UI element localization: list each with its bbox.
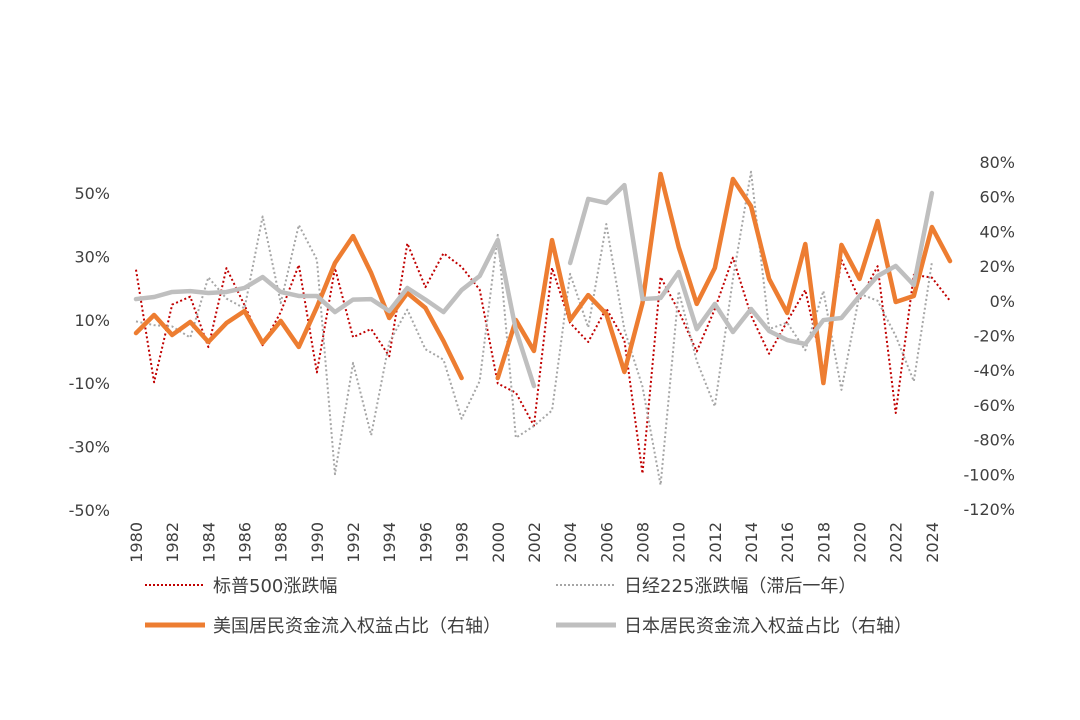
right-axis-tick-label: -100% [963, 465, 1015, 484]
right-axis-tick-label: 40% [979, 222, 1015, 241]
x-axis-tick-label: 2012 [706, 522, 725, 563]
left-axis-tick-label: 10% [74, 311, 110, 330]
x-axis-tick-label: 2004 [561, 522, 580, 563]
x-axis-tick-label: 1988 [272, 522, 291, 563]
legend-item-us-flow: 美国居民资金流入权益占比（右轴） [145, 612, 501, 638]
series-line-3 [133, 237, 537, 389]
x-axis-tick-label: 1980 [127, 522, 146, 563]
legend-item-nikkei: 日经225涨跌幅（滞后一年） [556, 572, 856, 598]
x-axis-tick-label: 1986 [236, 522, 255, 563]
series-line-3 [567, 182, 935, 347]
x-axis-tick-label: 2018 [814, 522, 833, 563]
x-axis-tick-label: 1998 [453, 522, 472, 563]
x-axis-tick-label: 2024 [923, 522, 942, 563]
legend-item-japan-flow: 日本居民资金流入权益占比（右轴） [556, 612, 912, 638]
left-axis-tick-label: -10% [69, 374, 110, 393]
x-axis-tick-label: 2022 [887, 522, 906, 563]
series-line-1 [135, 170, 933, 486]
legend-label-us-flow: 美国居民资金流入权益占比（右轴） [213, 616, 501, 637]
x-axis-tick-label: 2006 [597, 522, 616, 563]
x-axis-tick-label: 2008 [633, 522, 652, 563]
right-axis-tick-label: 20% [979, 257, 1015, 276]
left-axis-tick-label: -50% [69, 501, 110, 520]
left-axis-tick-label: 50% [74, 184, 110, 203]
right-axis-tick-label: -40% [974, 361, 1015, 380]
x-axis-tick-label: 2020 [851, 522, 870, 563]
right-axis-tick-label: -20% [974, 327, 1015, 346]
left-axis-tick-label: 30% [74, 247, 110, 266]
right-axis-tick-label: -80% [974, 431, 1015, 450]
legend-swatch-sp500 [145, 584, 205, 586]
right-axis-tick-label: 60% [979, 188, 1015, 207]
x-axis-tick-label: 2014 [742, 522, 761, 563]
legend-swatch-japan-flow [556, 622, 616, 628]
x-axis-tick-label: 2000 [489, 522, 508, 563]
left-axis-tick-label: -30% [69, 438, 110, 457]
x-axis-tick-label: 1994 [380, 522, 399, 563]
legend-swatch-us-flow [145, 622, 205, 628]
x-axis-tick-label: 1990 [308, 522, 327, 563]
legend-label-sp500: 标普500涨跌幅 [213, 576, 338, 597]
series-line-2 [133, 233, 464, 381]
x-axis-tick-label: 2002 [525, 522, 544, 563]
legend-item-sp500: 标普500涨跌幅 [145, 572, 337, 598]
right-axis-tick-label: -60% [974, 396, 1015, 415]
right-axis-tick-label: -120% [963, 500, 1015, 519]
legend-label-nikkei: 日经225涨跌幅（滞后一年） [624, 576, 857, 597]
series-line-2 [495, 171, 953, 386]
right-axis-tick-label: 80% [979, 153, 1015, 172]
x-axis-tick-label: 1992 [344, 522, 363, 563]
legend-label-japan-flow: 日本居民资金流入权益占比（右轴） [624, 616, 912, 637]
x-axis-tick-label: 2016 [778, 522, 797, 563]
x-axis-tick-label: 1996 [416, 522, 435, 563]
right-axis-tick-label: 0% [990, 292, 1015, 311]
x-axis-tick-label: 1982 [163, 522, 182, 563]
x-axis-tick-label: 1984 [199, 522, 218, 563]
x-axis-tick-label: 2010 [670, 522, 689, 563]
legend-swatch-nikkei [556, 584, 616, 586]
